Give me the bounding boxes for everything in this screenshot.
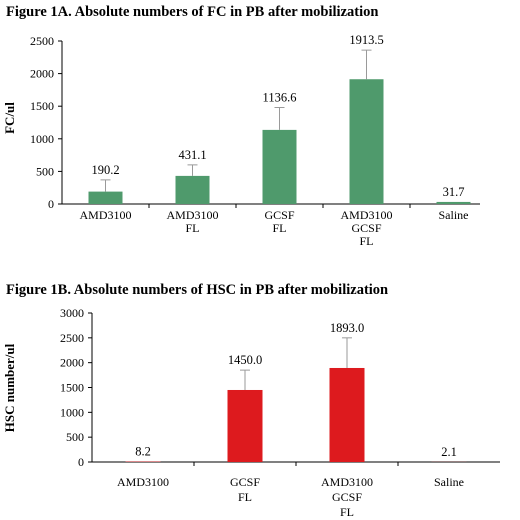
chart-1a-bar xyxy=(349,79,384,204)
chart-1a-category-label: FL xyxy=(272,221,286,235)
chart-1a-y-tick-label: 1500 xyxy=(30,99,54,113)
chart-1b-data-label: 1450.0 xyxy=(228,353,262,367)
chart-1b-data-label: 1893.0 xyxy=(330,321,364,335)
chart-1b-category-label: FL xyxy=(340,505,354,519)
chart-1a-data-label: 1136.6 xyxy=(263,91,297,105)
chart-1a-data-label: 190.2 xyxy=(91,163,119,177)
chart-1b-y-tick-label: 3000 xyxy=(60,306,84,320)
chart-1a-y-tick-label: 1000 xyxy=(30,132,54,146)
chart-1a-bar xyxy=(175,175,210,204)
chart-1b-category-label: GCSF xyxy=(332,490,362,504)
chart-1b-y-tick-label: 1500 xyxy=(60,381,84,395)
chart-1b-y-axis-label: HSC number/ul xyxy=(2,343,17,432)
chart-1b-category-label: AMD3100 xyxy=(321,475,373,489)
chart-1a-category-label: FL xyxy=(359,234,373,248)
chart-1b: Figure 1B. Absolute numbers of HSC in PB… xyxy=(2,282,500,519)
chart-1a-y-tick-label: 2500 xyxy=(30,34,54,48)
chart-1a-category-label: Saline xyxy=(439,208,469,222)
chart-1b-category-label: Saline xyxy=(434,475,464,489)
chart-1b-y-tick-label: 0 xyxy=(78,455,84,469)
chart-1b-bar xyxy=(329,367,365,462)
chart-1a-category-label: GCSF xyxy=(351,221,381,235)
chart-1a-bar xyxy=(436,201,471,204)
chart-1b-data-label: 2.1 xyxy=(441,445,457,459)
chart-1a-category-label: FL xyxy=(185,221,199,235)
chart-1a: Figure 1A. Absolute numbers of FC in PB … xyxy=(2,4,480,248)
chart-1b-category-label: AMD3100 xyxy=(117,475,169,489)
chart-1b-category-label: FL xyxy=(238,490,252,504)
chart-1a-y-tick-label: 0 xyxy=(48,197,54,211)
chart-1a-y-axis-label: FC/ul xyxy=(2,102,17,134)
chart-1a-bar xyxy=(88,191,123,204)
chart-1b-y-tick-label: 500 xyxy=(66,430,84,444)
chart-1b-title: Figure 1B. Absolute numbers of HSC in PB… xyxy=(6,282,388,298)
chart-1a-data-label: 431.1 xyxy=(178,148,206,162)
chart-1b-data-label: 8.2 xyxy=(135,445,151,459)
chart-1b-y-tick-label: 2000 xyxy=(60,356,84,370)
chart-1a-bar xyxy=(262,129,297,204)
chart-1b-category-label: GCSF xyxy=(230,475,260,489)
chart-1a-y-tick-label: 500 xyxy=(36,164,54,178)
chart-1a-data-label: 1913.5 xyxy=(349,33,383,47)
chart-1b-y-tick-label: 1000 xyxy=(60,405,84,419)
chart-1a-category-label: AMD3100 xyxy=(340,208,392,222)
chart-1b-y-tick-label: 2500 xyxy=(60,331,84,345)
chart-1a-category-label: GCSF xyxy=(264,208,294,222)
chart-1a-title: Figure 1A. Absolute numbers of FC in PB … xyxy=(6,4,378,20)
chart-1a-category-label: AMD3100 xyxy=(166,208,218,222)
chart-1a-data-label: 31.7 xyxy=(443,185,465,199)
chart-1a-y-tick-label: 2000 xyxy=(30,67,54,81)
chart-1a-category-label: AMD3100 xyxy=(79,208,131,222)
chart-1b-bar xyxy=(227,389,263,462)
